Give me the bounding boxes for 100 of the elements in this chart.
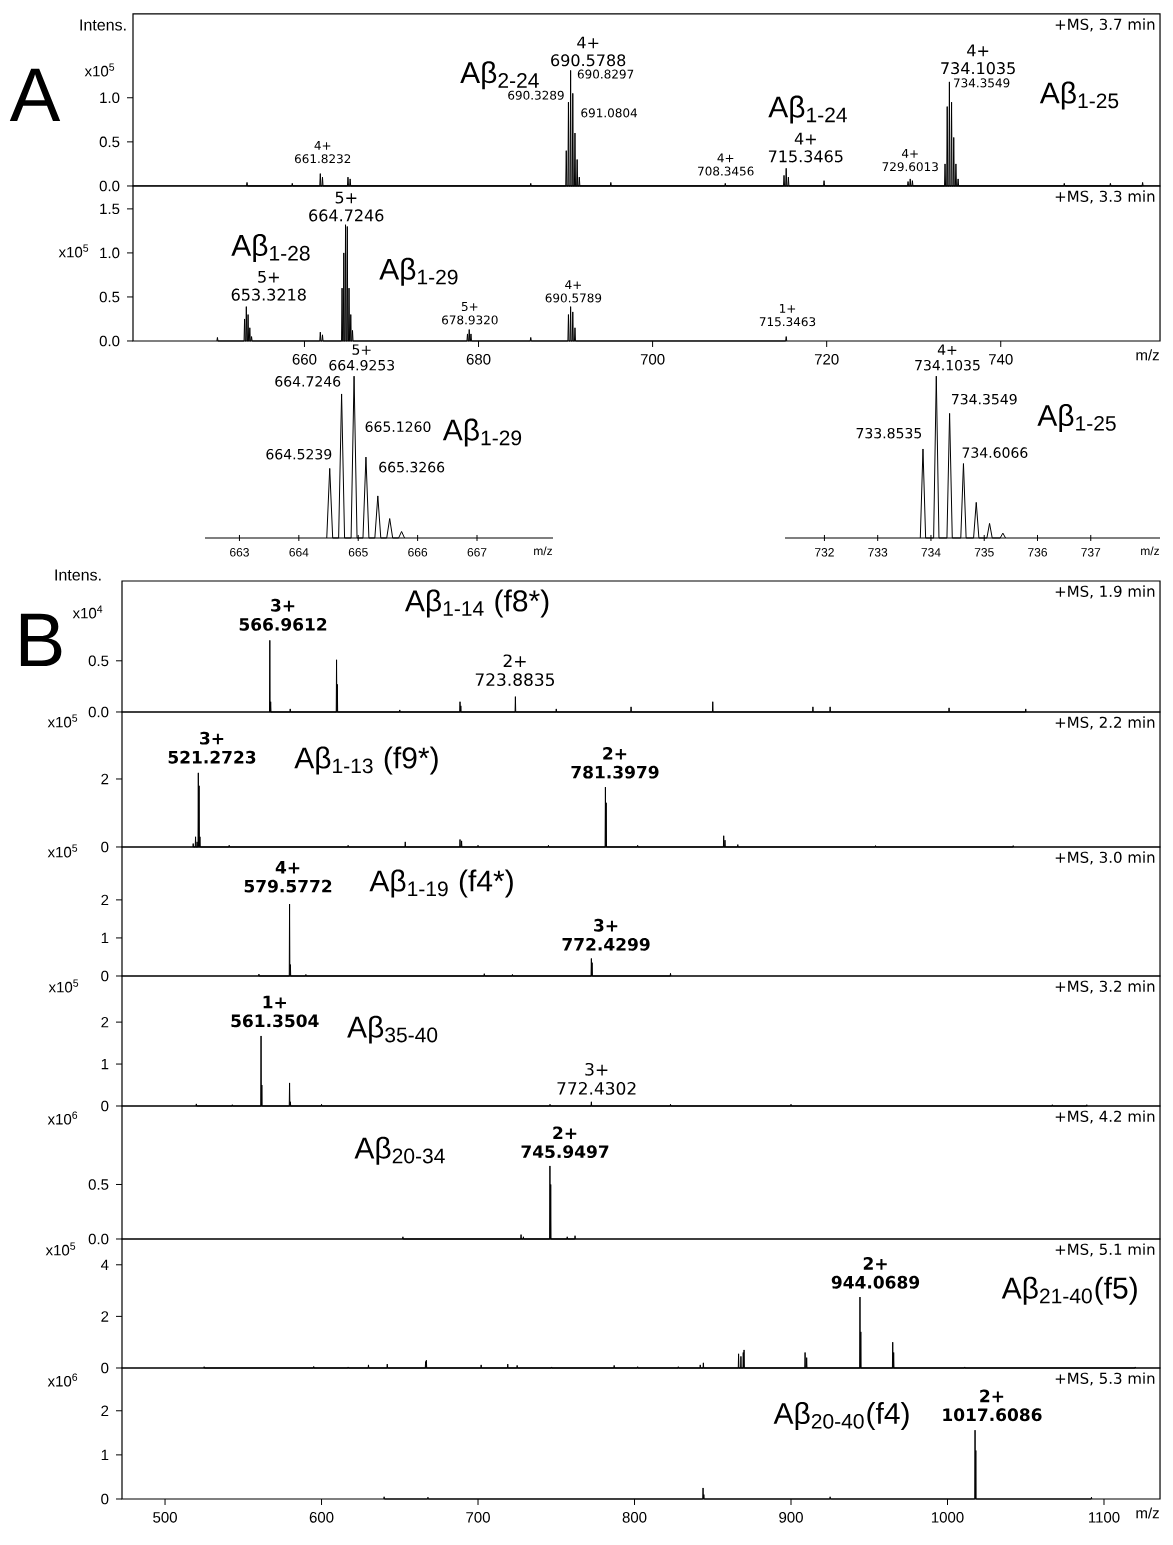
annotation: 690.5789 bbox=[545, 293, 602, 303]
annotation: Aβ$_{1-25}$ bbox=[1039, 81, 1119, 110]
annotation: 3+ bbox=[271, 598, 295, 612]
y-axis-title: x10$^{4}$ bbox=[72, 605, 103, 619]
x-tick-label: 660 bbox=[292, 354, 317, 365]
y-axis-title: x10$^{6}$ bbox=[47, 1111, 78, 1125]
chart-title: +MS, 3.3 min bbox=[1055, 190, 1155, 204]
annotation: Aβ$_{20-34}$ bbox=[354, 1136, 445, 1165]
annotation: 579.5772 bbox=[244, 879, 332, 893]
annotation: 690.3289 bbox=[508, 90, 564, 100]
x-tick-label: 800 bbox=[622, 1512, 647, 1523]
annotation: 734.3549 bbox=[953, 78, 1010, 88]
y-tick-label: 2 bbox=[101, 1311, 109, 1322]
annotation: 729.6013 bbox=[882, 162, 938, 172]
annotation: Aβ$_{2-24}$ bbox=[460, 61, 539, 90]
annotation: Aβ$_{1-13}$ (f9*) bbox=[294, 746, 438, 775]
y-tick-label: 0 bbox=[101, 1493, 109, 1505]
y-tick-label: 0.5 bbox=[88, 1179, 109, 1190]
x-tick-label: 735 bbox=[974, 548, 994, 557]
y-tick-label: 4 bbox=[100, 1259, 109, 1270]
annotation: 734.6066 bbox=[962, 447, 1028, 458]
annotation: 3+ bbox=[594, 918, 618, 932]
annotation: Aβ$_{1-25}$ bbox=[1037, 404, 1116, 433]
y-tick-label: 2 bbox=[101, 894, 109, 906]
y-tick-label: 0.0 bbox=[88, 1233, 109, 1245]
x-tick-label: 700 bbox=[640, 354, 665, 365]
x-tick-label: 700 bbox=[466, 1512, 490, 1523]
annotation: 690.5788 bbox=[551, 54, 626, 67]
x-tick-label: 600 bbox=[309, 1512, 334, 1523]
annotation: 566.9612 bbox=[239, 617, 327, 631]
y-axis-title: x10$^{5}$ bbox=[48, 979, 79, 993]
annotation: 4+ bbox=[794, 132, 816, 145]
y-axis-title: x10$^{5}$ bbox=[47, 714, 78, 728]
x-tick-label: 737 bbox=[1081, 548, 1101, 557]
text: 664.9253 bbox=[329, 359, 395, 371]
annotation: 691.0804 bbox=[581, 108, 638, 118]
annotation: 690.8297 bbox=[577, 69, 634, 79]
annotation: 772.4299 bbox=[562, 937, 650, 951]
y-tick-label: 1.5 bbox=[100, 203, 120, 215]
annotation: 5+ bbox=[335, 191, 357, 204]
annotation: 781.3979 bbox=[571, 765, 659, 779]
x-axis-title: m/z bbox=[1136, 1507, 1159, 1519]
x-tick-label: 680 bbox=[466, 354, 491, 365]
annotation: 733.8535 bbox=[856, 427, 922, 439]
x-tick-label: 665 bbox=[348, 548, 368, 557]
annotation: 561.3504 bbox=[231, 1014, 319, 1028]
y-tick-label: 2 bbox=[101, 1405, 109, 1417]
annotation: 664.5239 bbox=[266, 448, 332, 460]
x-tick-label: 736 bbox=[1028, 548, 1047, 557]
annotation: 3+ bbox=[585, 1062, 608, 1076]
text: B bbox=[20, 613, 62, 667]
text: A bbox=[9, 68, 61, 122]
annotation: 4+ bbox=[565, 280, 581, 290]
annotation: 734.1035 bbox=[941, 62, 1015, 75]
annotation: Aβ$_{21-40}$(f5) bbox=[1001, 1276, 1137, 1305]
x-tick-label: 1000 bbox=[931, 1512, 964, 1523]
chart-title: +MS, 1.9 min bbox=[1055, 585, 1155, 599]
x-tick-label: 720 bbox=[814, 354, 839, 365]
x-tick-label: 666 bbox=[408, 548, 428, 557]
text: Intens. bbox=[55, 569, 101, 581]
y-tick-label: 1 bbox=[101, 1449, 109, 1461]
annotation: 2+ bbox=[553, 1126, 577, 1140]
x-axis-title: m/z bbox=[1141, 546, 1160, 556]
annotation: Aβ$_{35-40}$ bbox=[347, 1015, 438, 1044]
y-tick-label: 2 bbox=[101, 1016, 109, 1028]
y-tick-label: 1 bbox=[101, 1058, 109, 1070]
text: Intens. bbox=[80, 19, 126, 31]
annotation: 745.9497 bbox=[521, 1145, 609, 1159]
y-tick-label: 1.0 bbox=[100, 92, 120, 104]
annotation: 723.8835 bbox=[475, 673, 555, 687]
x-tick-label: 664 bbox=[289, 548, 309, 557]
annotation: 4+ bbox=[275, 861, 300, 874]
x-tick-label: 732 bbox=[815, 548, 834, 557]
annotation: 715.3463 bbox=[759, 317, 816, 327]
x-axis-title: m/z bbox=[534, 546, 553, 556]
x-tick-label: 900 bbox=[779, 1512, 803, 1523]
chart-title: +MS, 3.7 min bbox=[1055, 18, 1155, 32]
annotation: 4+ bbox=[717, 153, 734, 163]
chart-title: +MS, 5.3 min bbox=[1055, 1372, 1155, 1386]
annotation: 4+ bbox=[314, 141, 331, 150]
annotation: 5+ bbox=[461, 302, 478, 312]
y-tick-label: 0 bbox=[101, 1100, 109, 1112]
annotation: 4+ bbox=[577, 36, 599, 49]
x-tick-label: 734 bbox=[921, 548, 941, 557]
y-tick-label: 2 bbox=[101, 773, 109, 785]
y-axis-title: x10$^{5}$ bbox=[58, 244, 89, 258]
annotation: 665.3266 bbox=[379, 461, 445, 473]
text: 734.1035 bbox=[915, 359, 980, 371]
annotation: 715.3465 bbox=[768, 150, 843, 163]
annotation: 1017.6086 bbox=[943, 1408, 1042, 1422]
y-tick-label: 0.5 bbox=[99, 136, 120, 148]
y-tick-label: 0.0 bbox=[88, 706, 109, 718]
annotation: 734.3549 bbox=[951, 393, 1017, 405]
y-tick-label: 0.0 bbox=[99, 180, 120, 192]
annotation: 664.7246 bbox=[275, 376, 341, 387]
annotation: Aβ$_{1-14}$ (f8*) bbox=[404, 589, 549, 618]
y-axis-title: x10$^{5}$ bbox=[84, 63, 115, 77]
x-tick-label: 667 bbox=[467, 548, 487, 557]
annotation: 2+ bbox=[980, 1389, 1004, 1403]
chart-title: +MS, 5.1 min bbox=[1055, 1243, 1155, 1257]
